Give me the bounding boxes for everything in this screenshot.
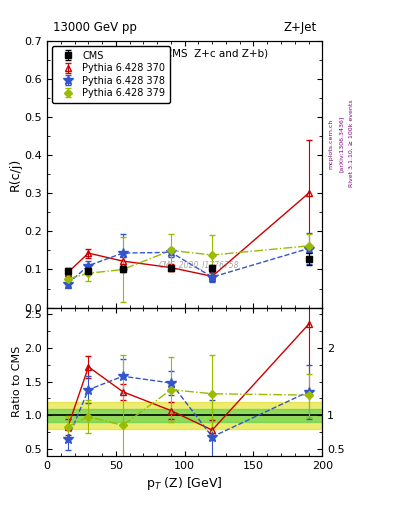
Text: 13000 GeV pp: 13000 GeV pp [53, 22, 136, 34]
Y-axis label: R(c/j): R(c/j) [9, 158, 22, 191]
Legend: CMS, Pythia 6.428 370, Pythia 6.428 378, Pythia 6.428 379: CMS, Pythia 6.428 370, Pythia 6.428 378,… [52, 46, 170, 103]
Y-axis label: Ratio to CMS: Ratio to CMS [12, 346, 22, 417]
Text: [arXiv:1306.3436]: [arXiv:1306.3436] [339, 115, 344, 172]
Text: Rivet 3.1.10, ≥ 100k events: Rivet 3.1.10, ≥ 100k events [349, 99, 354, 187]
Text: mcplots.cern.ch: mcplots.cern.ch [328, 118, 333, 168]
Text: pT(Z) ratio (CMS  Z+c and Z+b): pT(Z) ratio (CMS Z+c and Z+b) [102, 49, 268, 59]
Text: CMS_2020_I1776758: CMS_2020_I1776758 [158, 261, 239, 270]
X-axis label: p$_{T}$ (Z) [GeV]: p$_{T}$ (Z) [GeV] [147, 475, 223, 492]
Text: Z+Jet: Z+Jet [283, 22, 317, 34]
Bar [47, 409, 322, 422]
Bar [47, 402, 322, 429]
